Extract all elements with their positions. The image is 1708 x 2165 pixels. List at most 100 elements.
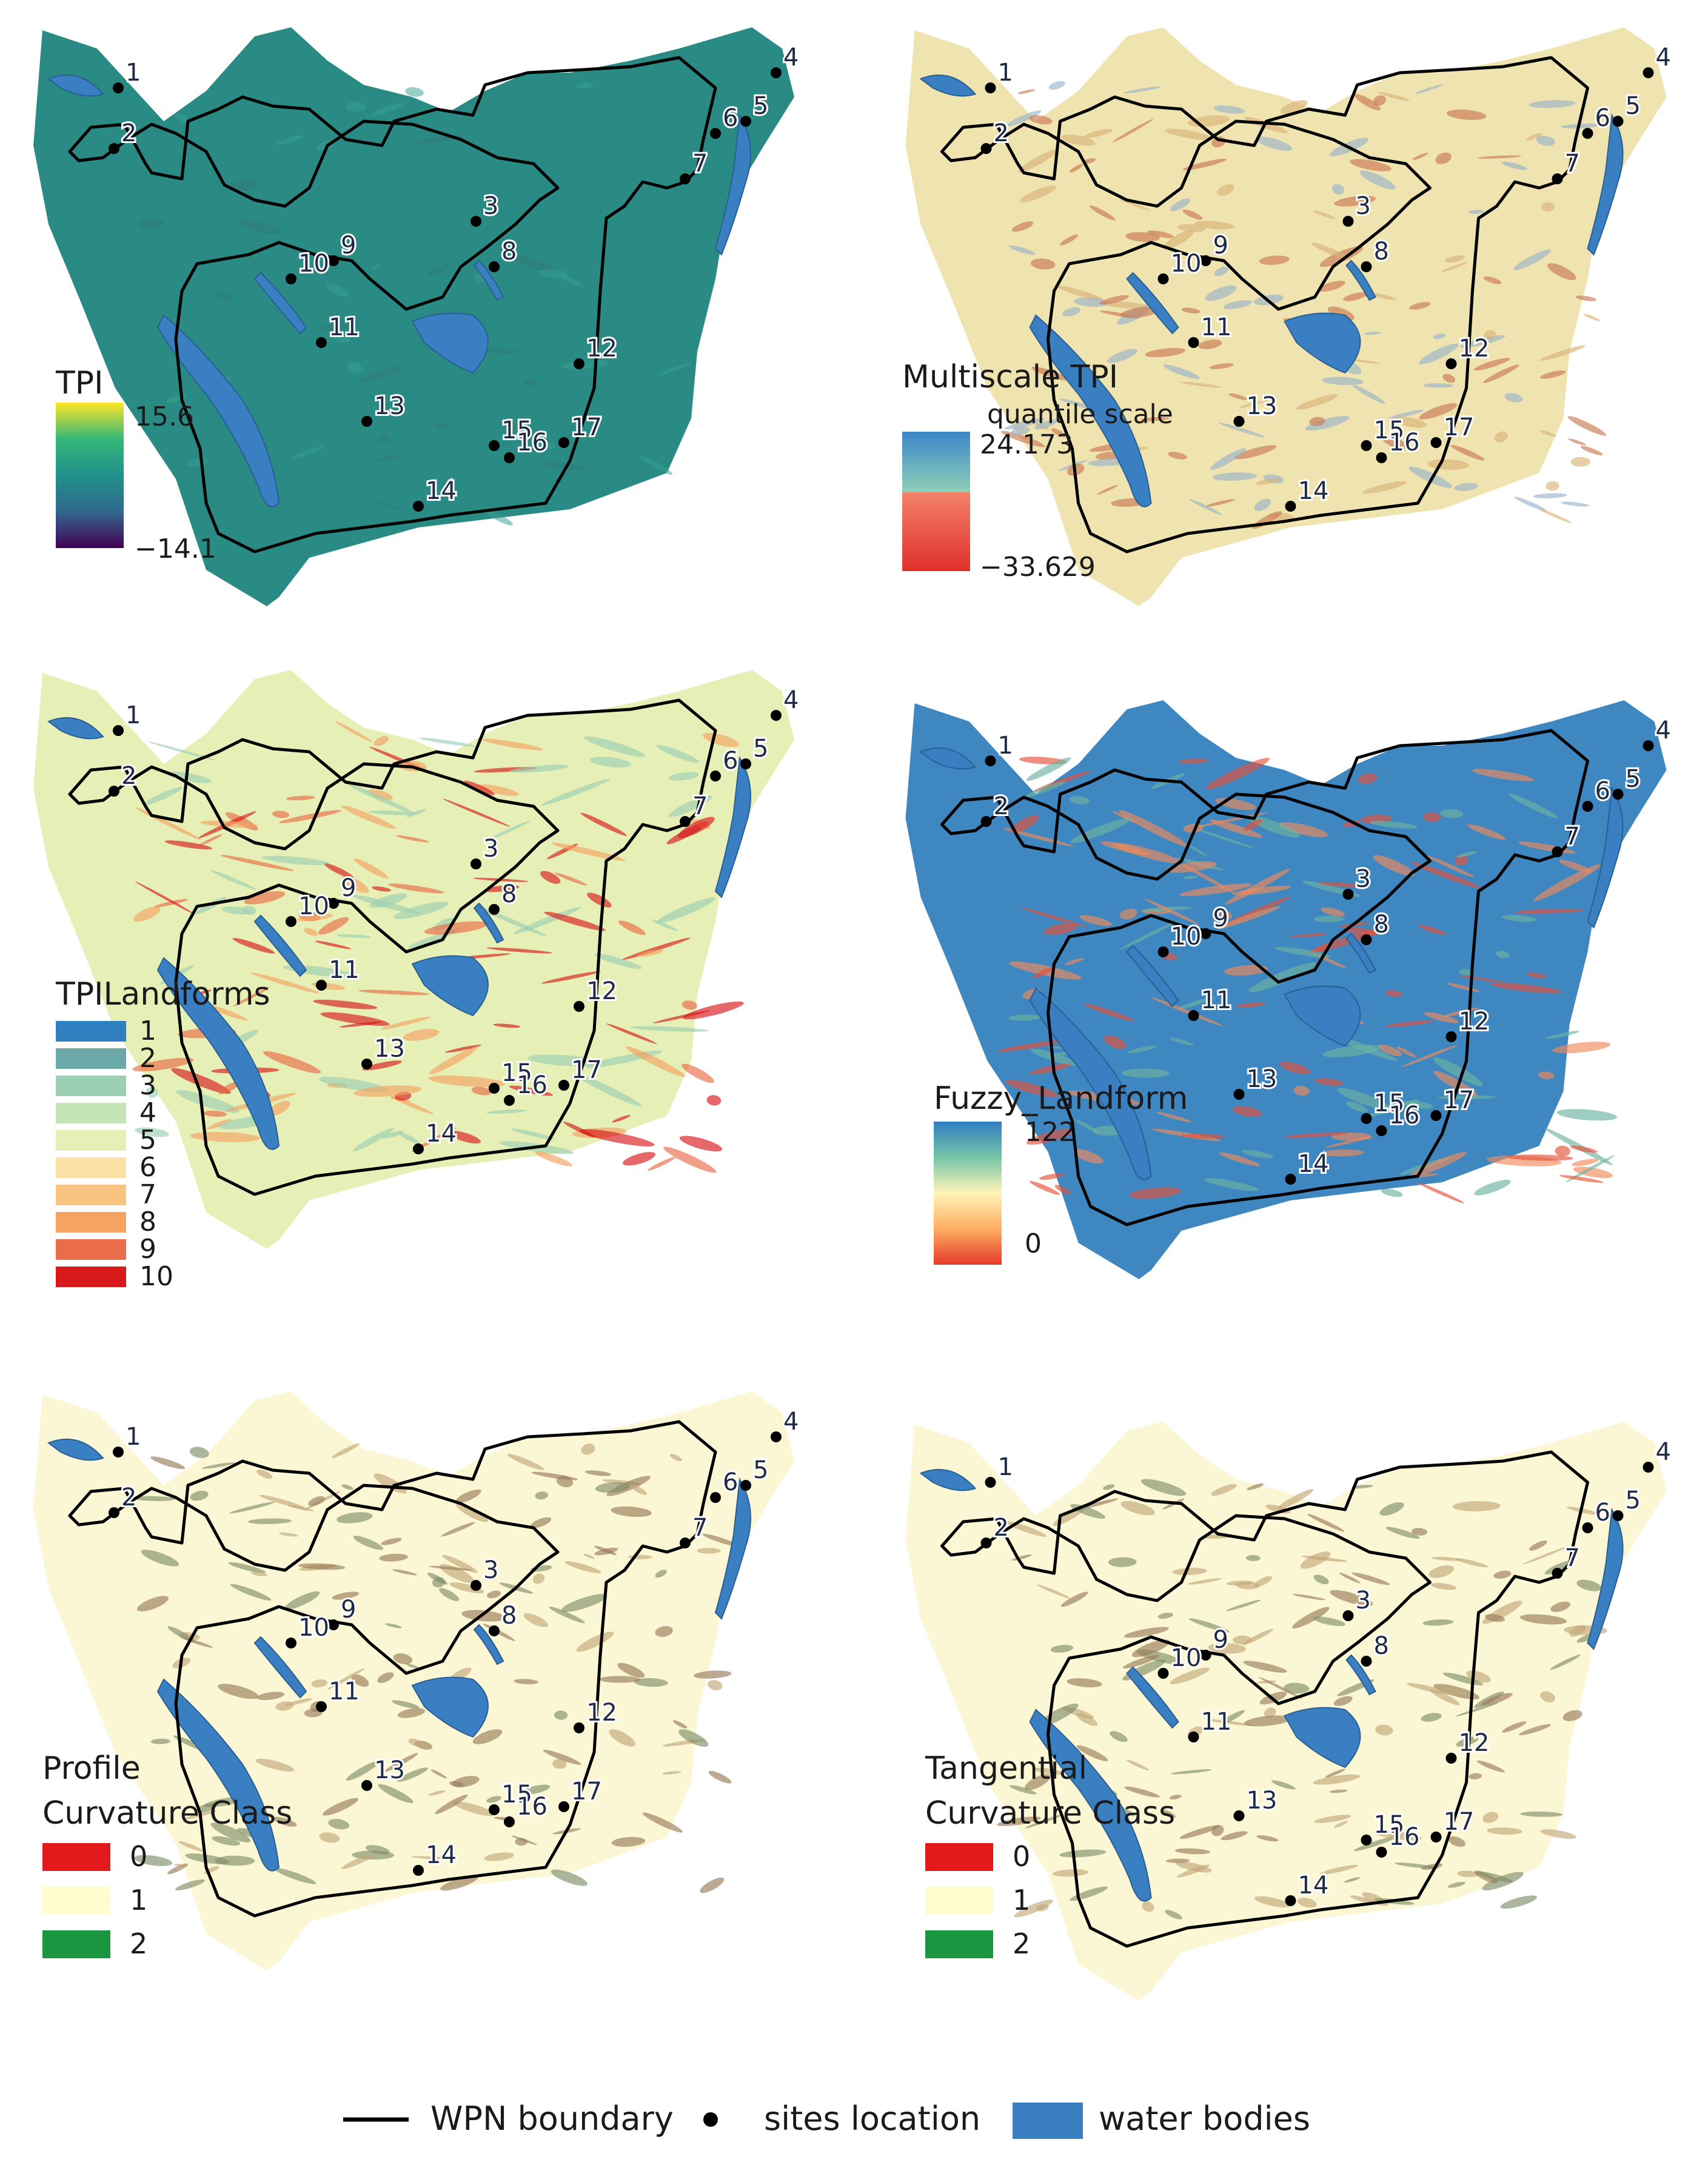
legend-class-label: 1 bbox=[1013, 1884, 1031, 1916]
site-label: 17 bbox=[1444, 413, 1475, 441]
site-label: 10 bbox=[1171, 1644, 1202, 1672]
site-marker bbox=[574, 358, 584, 369]
site-marker bbox=[471, 216, 481, 227]
map-legend: WPN boundary sites location water bodies bbox=[340, 2086, 1370, 2152]
site-label: 3 bbox=[1356, 865, 1371, 893]
legend-class-label: 1 bbox=[130, 1884, 148, 1916]
site-marker bbox=[1157, 1668, 1169, 1679]
site-label: 7 bbox=[692, 1514, 708, 1542]
legend-swatch bbox=[56, 1267, 126, 1287]
wpn-boundary bbox=[68, 56, 717, 554]
site-marker bbox=[680, 1538, 691, 1548]
tangential-curvature-title-line1: Tangential bbox=[925, 1750, 1088, 1787]
site-marker bbox=[328, 898, 339, 909]
study-area-raster bbox=[905, 700, 1667, 1279]
site-label: 16 bbox=[517, 429, 548, 457]
legend-class-label: 2 bbox=[130, 1927, 148, 1960]
site-label: 1 bbox=[126, 59, 141, 87]
site-label: 16 bbox=[517, 1071, 548, 1099]
site-label: 5 bbox=[1626, 1487, 1641, 1514]
site-marker bbox=[1643, 1462, 1654, 1473]
site-label: 7 bbox=[1565, 150, 1580, 178]
curvature-class-row: 1 bbox=[925, 1879, 1241, 1923]
site-marker bbox=[680, 816, 691, 827]
tpi-landforms-legend-title: TPILandforms bbox=[56, 976, 270, 1012]
site-label: 13 bbox=[374, 1035, 405, 1063]
site-label: 14 bbox=[1298, 1872, 1329, 1899]
legend-swatch bbox=[56, 1212, 126, 1233]
site-marker bbox=[1643, 740, 1654, 751]
site-marker bbox=[558, 1801, 569, 1812]
site-marker bbox=[1445, 1753, 1457, 1764]
site-label: 15 bbox=[1374, 1089, 1405, 1117]
legend-swatch bbox=[925, 1930, 993, 1958]
site-marker bbox=[985, 755, 996, 766]
legend-swatch bbox=[42, 1930, 110, 1958]
tpi-legend: TPI 15.6 −14.1 bbox=[56, 364, 298, 570]
site-label: 3 bbox=[483, 192, 498, 220]
site-label: 3 bbox=[483, 1556, 498, 1584]
water-bodies bbox=[47, 717, 751, 1150]
site-label: 9 bbox=[341, 232, 356, 259]
landform-class-row: 10 bbox=[56, 1263, 310, 1290]
multiscale-tpi-max-label: 24.173 bbox=[980, 429, 1073, 460]
fuzzy-landform-max-label: 122 bbox=[1025, 1117, 1076, 1148]
site-marker bbox=[109, 143, 119, 154]
legend-class-label: 2 bbox=[139, 1043, 156, 1074]
site-label: 1 bbox=[998, 732, 1013, 760]
profile-curvature-title-line1: Profile bbox=[42, 1750, 141, 1787]
curvature-class-row: 2 bbox=[42, 1923, 358, 1967]
site-marker bbox=[471, 1580, 481, 1591]
water-bodies bbox=[919, 74, 1624, 507]
site-label: 6 bbox=[1595, 777, 1610, 805]
site-marker bbox=[413, 1865, 424, 1876]
site-marker bbox=[1233, 416, 1245, 427]
site-marker bbox=[1582, 1522, 1593, 1533]
site-marker bbox=[1342, 889, 1354, 900]
site-label: 8 bbox=[1374, 1632, 1389, 1660]
site-label: 7 bbox=[692, 150, 708, 178]
site-marker bbox=[489, 1083, 500, 1094]
site-label: 9 bbox=[341, 874, 356, 902]
site-label: 11 bbox=[1201, 986, 1232, 1014]
site-label: 12 bbox=[1459, 335, 1490, 363]
site-marker bbox=[1445, 358, 1457, 369]
site-label: 7 bbox=[692, 792, 708, 820]
profile-curvature-panel: 1 2 3 4 5 6 7 8 9 10 11 12 13 14 15 16 17 Profile Curvat… bbox=[0, 1388, 837, 1995]
site-marker bbox=[680, 173, 691, 184]
site-marker bbox=[1445, 1031, 1457, 1042]
site-label: 2 bbox=[121, 119, 136, 147]
legend-swatch bbox=[925, 1887, 993, 1915]
site-label: 13 bbox=[374, 392, 405, 420]
study-area-raster bbox=[905, 1422, 1667, 2001]
study-area-raster bbox=[33, 27, 794, 606]
legend-class-label: 9 bbox=[139, 1234, 156, 1265]
site-marker bbox=[1285, 1895, 1296, 1906]
site-label: 6 bbox=[723, 747, 738, 775]
site-label: 15 bbox=[1374, 417, 1405, 444]
site-marker bbox=[771, 1431, 782, 1442]
site-label: 17 bbox=[571, 413, 602, 441]
legend-swatch bbox=[42, 1887, 110, 1915]
site-marker bbox=[985, 1477, 996, 1488]
site-marker bbox=[1430, 437, 1442, 448]
site-marker bbox=[740, 758, 751, 769]
site-label: 2 bbox=[121, 1484, 136, 1511]
site-marker bbox=[1157, 273, 1169, 284]
legend-swatch bbox=[56, 1048, 126, 1069]
fuzzy-landform-legend: Fuzzy_Landform 122 0 bbox=[934, 1079, 1249, 1273]
profile-curvature-title-line2: Curvature Class bbox=[42, 1795, 293, 1832]
boundary-line-icon bbox=[343, 2117, 409, 2122]
legend-swatch bbox=[56, 1021, 126, 1042]
site-label: 6 bbox=[1595, 1499, 1610, 1527]
legend-class-label: 5 bbox=[139, 1125, 156, 1156]
site-label: 12 bbox=[586, 1699, 617, 1727]
tangential-curvature-legend: Tangential Curvature Class 0 1 2 bbox=[925, 1746, 1241, 1964]
site-label: 6 bbox=[723, 1468, 738, 1496]
site-label: 15 bbox=[501, 1781, 532, 1809]
site-marker bbox=[771, 67, 782, 78]
site-label: 4 bbox=[783, 44, 799, 72]
site-marker bbox=[1612, 116, 1624, 127]
